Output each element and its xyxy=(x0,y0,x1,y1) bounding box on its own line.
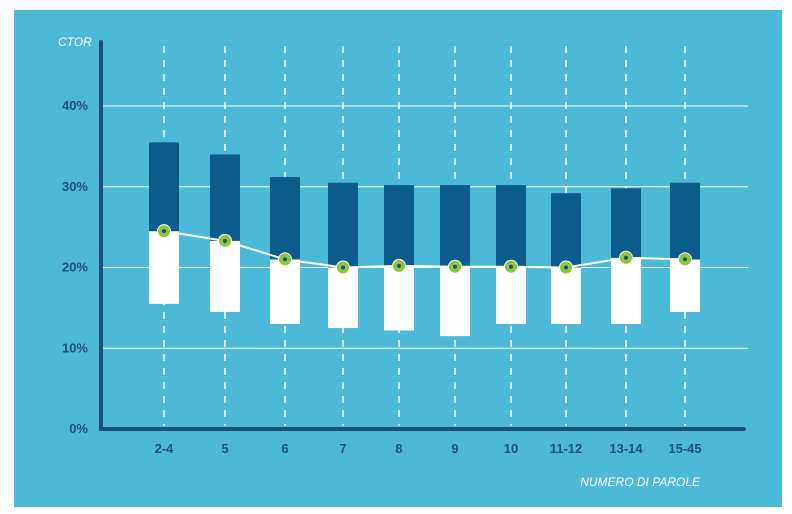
median-marker xyxy=(448,259,462,274)
median-marker xyxy=(157,224,171,239)
lower-box xyxy=(670,259,700,312)
median-line xyxy=(163,230,686,269)
category-guides xyxy=(163,46,686,426)
median-marker xyxy=(559,260,573,275)
lower-box xyxy=(210,240,240,312)
gridlines xyxy=(101,105,748,349)
x-tick-label: 11-12 xyxy=(550,441,583,456)
x-tick-label: 10 xyxy=(504,441,518,456)
median-marker xyxy=(619,250,633,265)
upper-box xyxy=(328,182,358,268)
median-marker xyxy=(218,233,232,248)
median-markers xyxy=(157,224,692,275)
x-tick-label: 7 xyxy=(339,441,346,456)
upper-box xyxy=(440,185,470,267)
lower-box xyxy=(496,266,526,325)
boxes xyxy=(149,142,700,337)
upper-box xyxy=(210,154,240,241)
y-tick-label: 0% xyxy=(69,421,88,436)
upper-box xyxy=(270,177,300,260)
y-tick-label: 30% xyxy=(62,179,88,194)
x-tick-label: 2-4 xyxy=(155,441,175,456)
upper-box xyxy=(611,188,641,258)
x-tick-label: 8 xyxy=(395,441,402,456)
y-tick-label: 40% xyxy=(62,98,88,113)
x-axis-label: NUMERO DI PAROLE xyxy=(580,475,701,489)
x-tick-label: 9 xyxy=(451,441,458,456)
x-tick-label: 13-14 xyxy=(609,441,643,456)
lower-box xyxy=(384,265,414,331)
median-marker xyxy=(678,252,692,267)
x-tick-label: 6 xyxy=(281,441,288,456)
y-tick-label: 10% xyxy=(62,340,88,355)
median-marker xyxy=(336,260,350,275)
upper-box xyxy=(149,142,179,232)
lower-box xyxy=(551,267,581,325)
median-marker xyxy=(392,258,406,273)
lower-box xyxy=(440,266,470,337)
lower-box xyxy=(149,231,179,304)
x-tick-labels: 2-4 5 6 7 8 9 10 11-12 13-14 15-45 xyxy=(155,441,702,456)
upper-box xyxy=(551,193,581,268)
y-axis-label: CTOR xyxy=(58,35,92,49)
upper-box xyxy=(384,185,414,266)
lower-box xyxy=(270,259,300,325)
median-marker xyxy=(278,252,292,267)
upper-box xyxy=(496,185,526,267)
upper-box xyxy=(670,182,700,260)
y-tick-label: 20% xyxy=(62,260,88,275)
y-tick-labels: 0% 10% 20% 30% 40% xyxy=(62,98,88,436)
lower-box xyxy=(328,267,358,329)
lower-box xyxy=(611,257,641,325)
x-tick-label: 15-45 xyxy=(668,441,701,456)
x-tick-label: 5 xyxy=(221,441,228,456)
median-marker xyxy=(504,259,518,274)
